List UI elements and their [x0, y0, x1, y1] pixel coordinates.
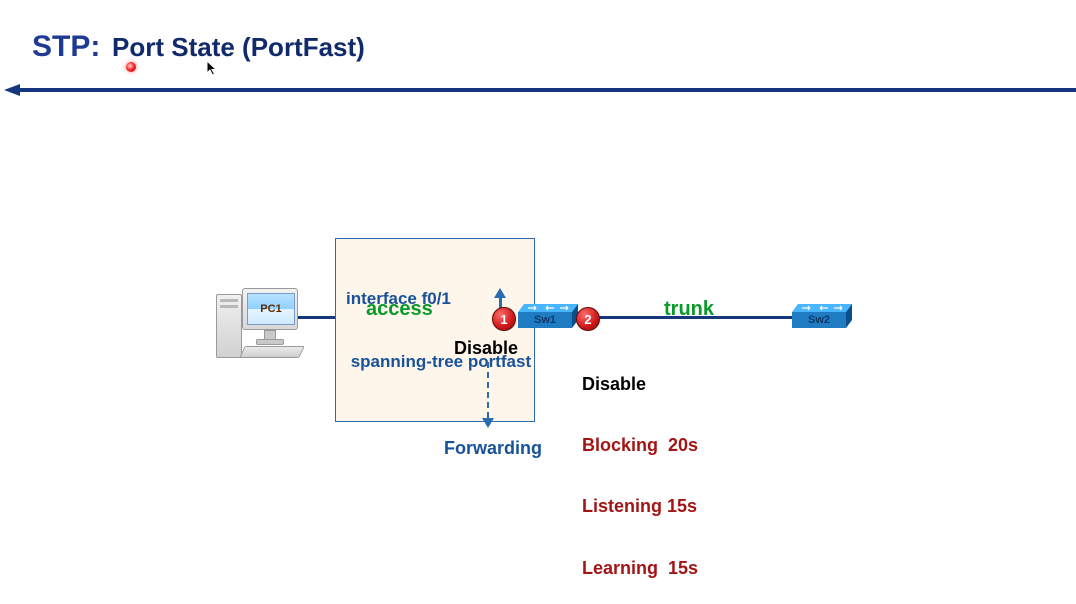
title-rule — [20, 88, 1076, 92]
left-state-forwarding: Forwarding — [444, 436, 542, 461]
laser-pointer-dot — [126, 62, 136, 72]
link-label-trunk: trunk — [664, 298, 714, 321]
arrow-up-head — [494, 288, 506, 298]
pc1-label: PC1 — [260, 303, 281, 315]
port-badge-1-num: 1 — [500, 312, 507, 327]
title-prefix: STP: — [32, 30, 100, 63]
title-rest — [105, 32, 112, 62]
left-states: Disable — [454, 336, 518, 361]
sw1-label: Sw1 — [534, 314, 556, 326]
left-arrow-head — [482, 418, 494, 428]
port-badge-1: 1 — [492, 307, 516, 331]
right-state-learning: Learning 15s — [582, 556, 698, 581]
slide-title: STP: Port State (PortFast) — [32, 30, 365, 64]
sw2-label: Sw2 — [808, 314, 830, 326]
port-badge-2: 2 — [576, 307, 600, 331]
title-rule-arrowhead — [4, 84, 20, 96]
right-state-disable: Disable — [582, 372, 698, 397]
sw2-device: Sw2 — [786, 302, 858, 330]
sw1-device: Sw1 — [512, 302, 584, 330]
right-state-blocking: Blocking 20s — [582, 433, 698, 458]
left-arrow-stem — [487, 362, 489, 418]
title-rest-text: Port State (PortFast) — [112, 32, 365, 62]
port-badge-2-num: 2 — [584, 312, 591, 327]
right-states: Disable Blocking 20s Listening 15s Learn… — [582, 336, 698, 604]
right-state-listening: Listening 15s — [582, 494, 698, 519]
link-label-access: access — [366, 298, 433, 321]
left-state-disable: Disable — [454, 336, 518, 361]
pc1-device: PC1 — [216, 288, 302, 360]
slide-stage: STP: Port State (PortFast) interface f0/… — [0, 0, 1076, 604]
